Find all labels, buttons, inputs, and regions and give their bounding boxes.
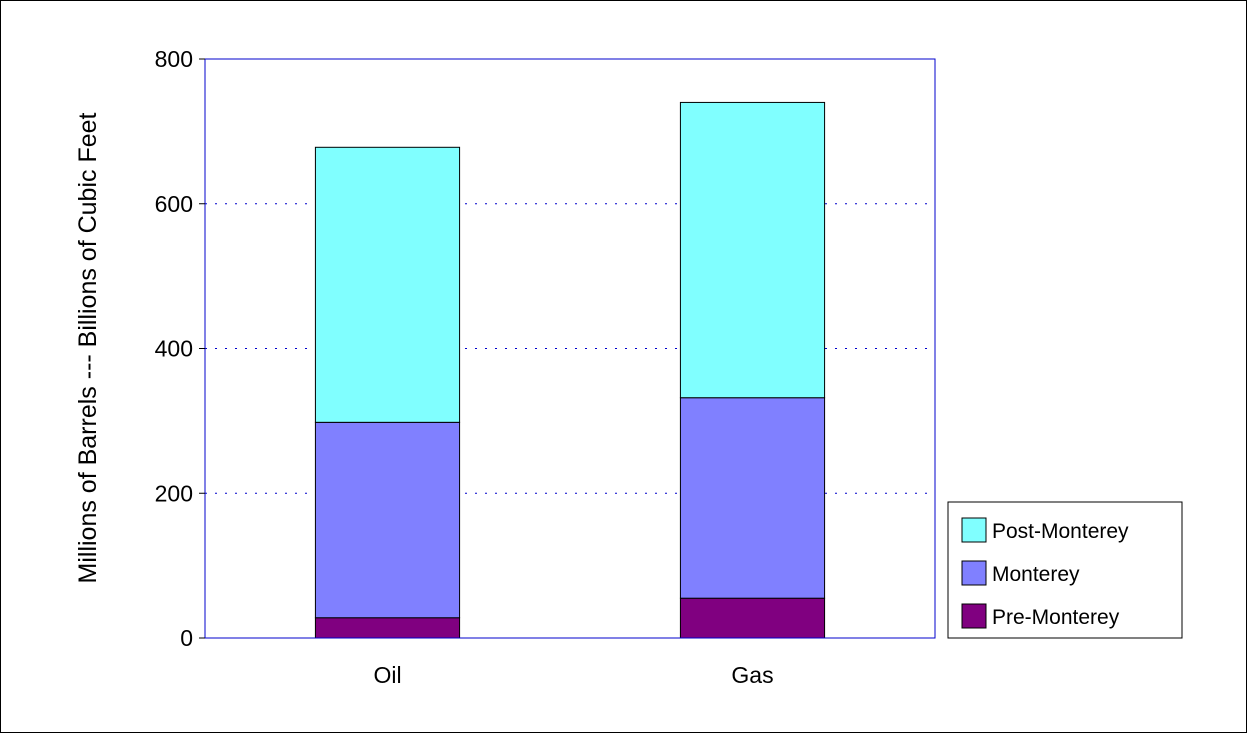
- bar-oil-monterey: [314, 421, 461, 619]
- legend-label: Monterey: [992, 563, 1080, 586]
- y-tick-label: 600: [155, 191, 193, 217]
- bars: [314, 101, 826, 639]
- y-axis-label: Millions of Barrels --- Billions of Cubi…: [74, 112, 102, 583]
- legend: Post-Monterey Monterey Pre-Monterey: [947, 501, 1183, 639]
- legend-label: Pre-Monterey: [992, 606, 1120, 629]
- y-tick-label: 800: [155, 46, 193, 72]
- legend-label: Post-Monterey: [992, 520, 1129, 543]
- x-axis-ticks: Oil Gas: [373, 662, 773, 688]
- legend-swatch: [961, 517, 987, 543]
- x-tick-label: Gas: [731, 662, 773, 688]
- bar-gas-monterey: [679, 397, 826, 599]
- legend-swatch: [961, 603, 987, 629]
- gridlines: [205, 203, 935, 494]
- bar-oil-pre-monterey: [314, 617, 461, 639]
- y-tick-label: 200: [155, 480, 193, 506]
- y-axis-ticks: 0 200 400 600 800: [155, 46, 205, 651]
- y-tick-label: 400: [155, 336, 193, 362]
- bar-oil-post-monterey: [314, 146, 461, 423]
- bar-gas-post-monterey: [679, 101, 826, 399]
- x-tick-label: Oil: [373, 662, 401, 688]
- bar-gas-pre-monterey: [679, 597, 826, 639]
- legend-swatch: [961, 560, 987, 586]
- legend-box: [947, 501, 1183, 639]
- y-tick-label: 0: [180, 625, 193, 651]
